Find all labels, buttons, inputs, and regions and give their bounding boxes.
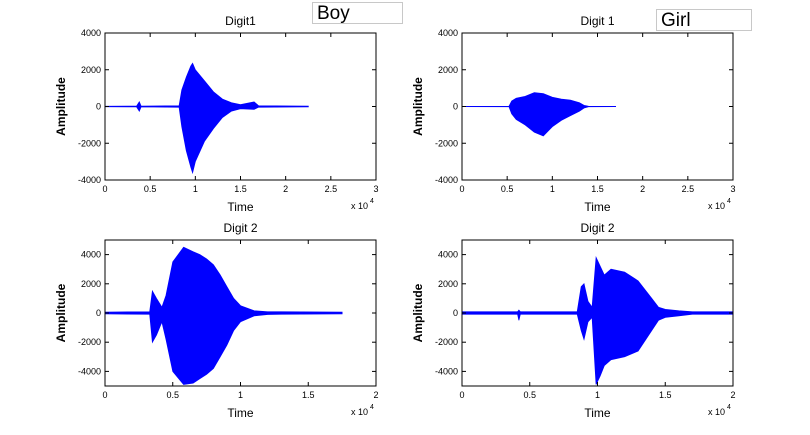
x-tick-label: 1.5: [302, 390, 315, 400]
y-axis-label: Amplitude: [411, 283, 425, 342]
x-tick-label: 0: [102, 184, 107, 194]
y-tick-label: 0: [96, 102, 101, 112]
x-tick-label: 2: [283, 184, 288, 194]
y-tick-label: 2000: [81, 279, 101, 289]
x-tick-label: 2.5: [682, 184, 695, 194]
x-exponent-label: x 10: [708, 201, 725, 211]
x-tick-label: 1: [193, 184, 198, 194]
y-tick-label: 2000: [438, 279, 458, 289]
y-tick-label: -2000: [78, 337, 101, 347]
y-tick-label: -4000: [435, 366, 458, 376]
x-tick-label: 2: [730, 390, 735, 400]
y-tick-label: -2000: [435, 337, 458, 347]
subplot-3: 0 0.5 1 1.5 2 -4000 -2000 0 2000 4000 Digit 2 Time A…: [54, 221, 379, 420]
y-tick-label: 0: [453, 308, 458, 318]
x-tick-label: 3: [730, 184, 735, 194]
waveform-envelope: [461, 92, 616, 137]
girl-label-box: Girl: [656, 9, 752, 31]
x-tick-label: 1: [550, 184, 555, 194]
x-tick-label: 0: [102, 390, 107, 400]
x-exponent-power: 4: [727, 404, 731, 411]
x-tick-label: 0: [459, 184, 464, 194]
x-exponent-power: 4: [370, 198, 374, 205]
x-exponent-label: x 10: [351, 407, 368, 417]
y-tick-label: 4000: [438, 28, 458, 38]
x-tick-label: 0.5: [166, 390, 179, 400]
y-tick-label: 2000: [81, 65, 101, 75]
y-tick-label: -4000: [78, 175, 101, 185]
y-tick-label: 4000: [81, 250, 101, 260]
y-axis-label: Amplitude: [411, 77, 425, 136]
subplot-1: 0 0.5 1 1.5 2 2.5 3 -4000 -2000 0 2000 4000 Digit1 Ti…: [54, 14, 379, 214]
subplot-4: 0 0.5 1 1.5 2 -4000 -2000 0 2000 4000 Digit 2 Time A…: [411, 221, 736, 420]
x-tick-label: 1.5: [591, 184, 604, 194]
x-tick-label: 1.5: [234, 184, 247, 194]
x-tick-label: 0.5: [144, 184, 157, 194]
x-tick-label: 2: [640, 184, 645, 194]
chart-title: Digit 2: [223, 221, 257, 235]
y-tick-label: 4000: [81, 28, 101, 38]
x-exponent-power: 4: [370, 404, 374, 411]
waveform-envelope: [104, 62, 309, 175]
subplot-2: 0 0.5 1 1.5 2 2.5 3 -4000 -2000 0 2000 4000 Digit 1 T…: [411, 14, 736, 214]
x-axis-label: Time: [584, 200, 611, 214]
x-tick-label: 2.5: [325, 184, 338, 194]
x-tick-label: 1: [238, 390, 243, 400]
x-tick-label: 1: [595, 390, 600, 400]
y-axis-label: Amplitude: [54, 283, 68, 342]
y-tick-label: 2000: [438, 65, 458, 75]
y-tick-label: -4000: [435, 175, 458, 185]
x-tick-label: 2: [373, 390, 378, 400]
x-tick-label: 0.5: [501, 184, 514, 194]
chart-title: Digit 2: [580, 221, 614, 235]
waveform-envelope: [104, 246, 343, 385]
x-tick-label: 3: [373, 184, 378, 194]
x-axis-label: Time: [584, 406, 611, 420]
y-axis-label: Amplitude: [54, 77, 68, 136]
x-exponent-label: x 10: [708, 407, 725, 417]
waveform-envelope: [461, 255, 734, 385]
x-axis-label: Time: [227, 200, 254, 214]
y-tick-label: 0: [453, 102, 458, 112]
chart-title: Digit1: [225, 14, 256, 28]
x-tick-label: 1.5: [659, 390, 672, 400]
y-tick-label: -2000: [78, 138, 101, 148]
y-tick-label: 0: [96, 308, 101, 318]
x-tick-label: 0.5: [523, 390, 536, 400]
y-tick-label: 4000: [438, 250, 458, 260]
x-tick-label: 0: [459, 390, 464, 400]
y-tick-label: -4000: [78, 366, 101, 376]
boy-label-box: Boy: [312, 2, 403, 24]
x-exponent-label: x 10: [351, 201, 368, 211]
chart-title: Digit 1: [580, 14, 614, 28]
x-axis-label: Time: [227, 406, 254, 420]
x-exponent-power: 4: [727, 198, 731, 205]
y-tick-label: -2000: [435, 138, 458, 148]
